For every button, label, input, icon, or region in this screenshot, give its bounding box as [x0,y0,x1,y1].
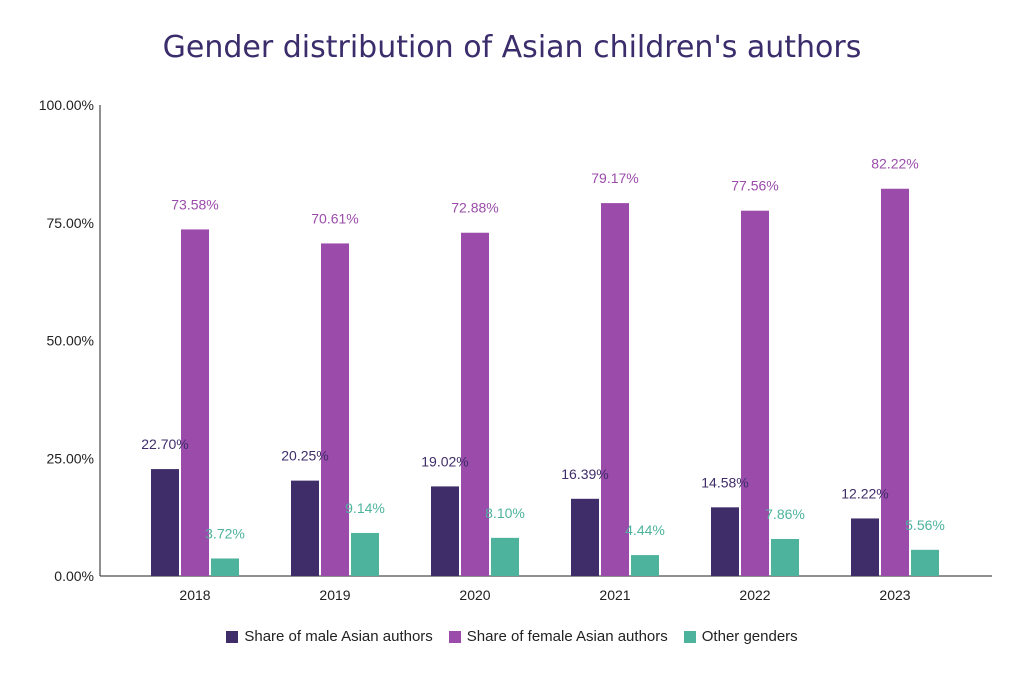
bar [851,518,879,576]
legend-swatch [448,630,461,643]
data-label: 73.58% [171,196,218,212]
bar [711,507,739,576]
data-label: 79.17% [591,170,638,186]
data-label: 3.72% [205,525,245,541]
x-tick-label: 2018 [179,587,210,603]
data-label: 8.10% [485,505,525,521]
legend-swatch [226,630,239,643]
legend-label: Other genders [701,628,798,645]
bar [351,532,379,576]
data-label: 4.44% [625,522,665,538]
x-tick-label: 2019 [319,587,350,603]
bar [181,229,209,576]
data-label: 12.22% [841,485,888,501]
x-tick-label: 2023 [879,587,910,603]
bars [151,188,939,577]
bar [881,188,909,576]
legend: Share of male Asian authors Share of fema… [0,628,1024,645]
x-tick-label: 2022 [739,587,770,603]
legend-label: Share of female Asian authors [466,628,668,645]
data-label: 14.58% [701,474,748,490]
legend-item: Share of male Asian authors [226,628,433,645]
bar [911,549,939,576]
data-label: 72.88% [451,200,498,216]
y-tick-label: 75.00% [47,215,94,231]
data-label: 77.56% [731,178,778,194]
y-tick-label: 50.00% [47,333,94,349]
legend-item: Share of female Asian authors [448,628,668,645]
bar [151,469,179,576]
data-label: 22.70% [141,436,188,452]
legend-item: Other genders [683,628,798,645]
data-label: 9.14% [345,500,385,516]
data-label: 82.22% [871,156,918,172]
y-tick-label: 25.00% [47,450,94,466]
x-tick-label: 2020 [459,587,490,603]
bar [431,486,459,576]
bar [211,558,239,576]
y-axis-ticks: 0.00% 25.00% 50.00% 75.00% 100.00% [39,97,94,584]
bar [491,537,519,576]
bar [291,480,319,576]
data-label: 70.61% [311,210,358,226]
data-label: 7.86% [765,506,805,522]
data-label: 16.39% [561,466,608,482]
data-label: 5.56% [905,517,945,533]
bar [321,243,349,577]
data-label: 20.25% [281,448,328,464]
y-tick-label: 100.00% [39,97,94,113]
bar [631,555,659,576]
bar [461,232,489,576]
data-labels: 22.70% 73.58% 3.72% 20.25% 70.61% 9.14% 19.02%… [141,156,945,542]
bar [601,203,629,576]
x-axis-ticks: 2018 2019 2020 2021 2022 2023 [179,587,910,603]
x-tick-label: 2021 [599,587,630,603]
bar [771,538,799,576]
legend-label: Share of male Asian authors [244,628,433,645]
data-label: 19.02% [421,453,468,469]
chart-title: Gender distribution of Asian children's … [162,30,862,65]
bar [741,210,769,577]
y-tick-label: 0.00% [54,568,94,584]
bar [571,498,599,576]
legend-swatch [683,630,696,643]
